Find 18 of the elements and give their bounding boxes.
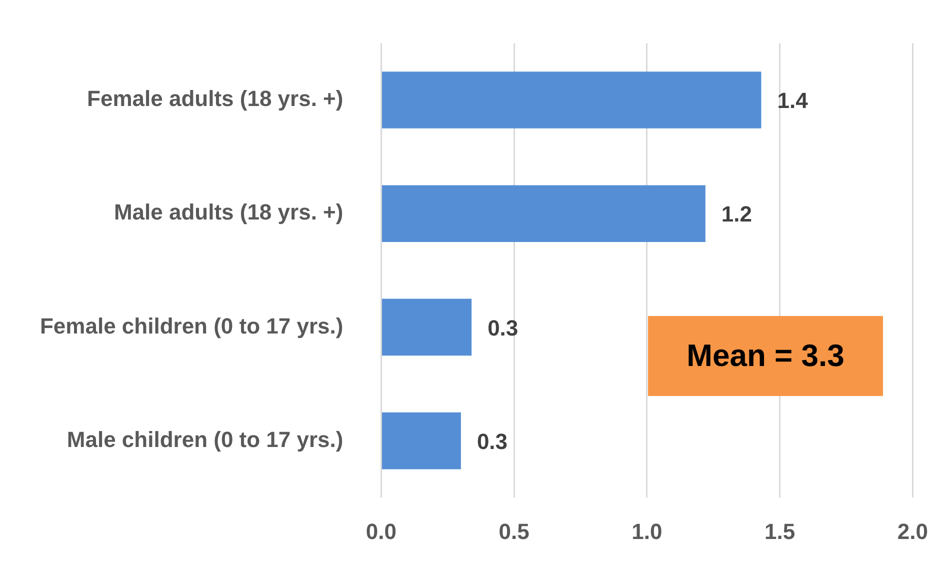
data-label: 1.4 (777, 88, 809, 114)
y-tick-label: Male children (0 to 17 yrs.) (66, 426, 344, 452)
data-label: 0.3 (488, 315, 518, 340)
y-tick-label: Female children (0 to 17 yrs.) (40, 313, 344, 338)
bar (382, 412, 461, 470)
data-label: 1.2 (721, 202, 752, 227)
annotation: Mean = 3.3 (648, 316, 883, 396)
bar (382, 72, 762, 128)
x-tick-label: 1.0 (632, 518, 662, 544)
bar (382, 185, 706, 242)
x-tick-label: 0.0 (366, 518, 397, 544)
y-tick-label: Female adults (18 yrs. +) (87, 86, 344, 112)
data-label: 0.3 (476, 428, 508, 454)
x-tick-label: 0.5 (498, 518, 530, 544)
x-tick-label: 1.5 (764, 518, 796, 544)
y-tick-label: Male adults (18 yrs. +) (114, 200, 344, 225)
bar (382, 298, 472, 356)
x-tick-label: 2.0 (897, 518, 928, 544)
